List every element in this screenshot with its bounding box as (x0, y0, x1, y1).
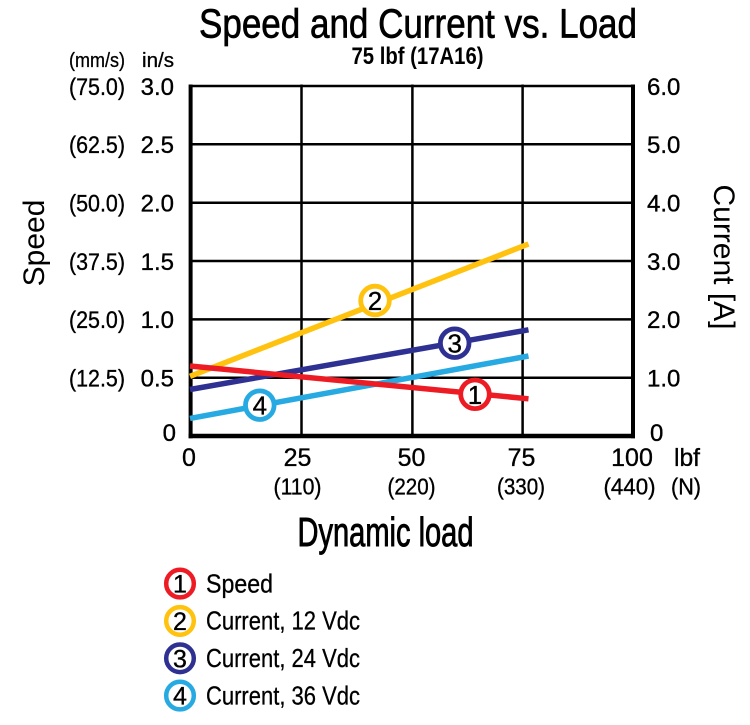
svg-text:1: 1 (468, 380, 482, 410)
svg-text:3.0: 3.0 (647, 249, 680, 276)
svg-text:1.0: 1.0 (141, 307, 174, 334)
svg-text:(25.0): (25.0) (69, 307, 125, 334)
svg-text:Current, 36 Vdc: Current, 36 Vdc (206, 680, 360, 710)
svg-text:1: 1 (173, 571, 187, 599)
svg-text:1.5: 1.5 (141, 249, 174, 276)
svg-text:2.5: 2.5 (141, 132, 174, 159)
svg-text:in/s: in/s (142, 50, 174, 72)
svg-text:Speed and Current vs. Load: Speed and Current vs. Load (199, 1, 637, 47)
svg-text:(mm/s): (mm/s) (69, 50, 125, 72)
svg-text:(440): (440) (604, 474, 656, 500)
svg-text:0.5: 0.5 (141, 366, 174, 393)
svg-text:(N): (N) (671, 474, 701, 500)
svg-text:(50.0): (50.0) (69, 191, 125, 218)
svg-text:6.0: 6.0 (647, 74, 680, 101)
svg-text:100: 100 (611, 444, 653, 472)
svg-text:Speed: Speed (206, 568, 273, 598)
svg-text:4: 4 (173, 683, 187, 711)
svg-text:3: 3 (173, 645, 187, 673)
svg-text:Current, 12 Vdc: Current, 12 Vdc (206, 606, 360, 636)
svg-text:25: 25 (284, 444, 312, 472)
svg-text:Speed: Speed (18, 200, 51, 287)
svg-text:50: 50 (398, 444, 426, 472)
svg-text:2: 2 (368, 286, 382, 316)
svg-text:1.0: 1.0 (647, 366, 680, 393)
svg-text:0: 0 (650, 420, 663, 447)
svg-text:(220): (220) (388, 474, 436, 500)
svg-text:(12.5): (12.5) (69, 366, 125, 393)
svg-text:(110): (110) (274, 474, 322, 500)
svg-text:2: 2 (173, 608, 187, 636)
svg-text:Current, 24 Vdc: Current, 24 Vdc (206, 643, 360, 673)
svg-text:(75.0): (75.0) (69, 74, 125, 101)
svg-text:2.0: 2.0 (141, 191, 174, 218)
svg-text:0: 0 (182, 444, 196, 472)
svg-text:(62.5): (62.5) (69, 132, 125, 159)
svg-text:4: 4 (253, 391, 267, 421)
svg-text:Current [A]: Current [A] (707, 184, 740, 329)
svg-text:0: 0 (163, 420, 176, 447)
svg-text:Dynamic load: Dynamic load (298, 509, 474, 555)
svg-text:75: 75 (508, 444, 536, 472)
svg-text:75 lbf (17A16): 75 lbf (17A16) (352, 43, 484, 70)
svg-text:5.0: 5.0 (647, 132, 680, 159)
svg-text:2.0: 2.0 (647, 307, 680, 334)
svg-text:(330): (330) (497, 474, 545, 500)
svg-text:(37.5): (37.5) (69, 249, 125, 276)
svg-text:4.0: 4.0 (647, 191, 680, 218)
svg-text:3: 3 (447, 329, 461, 359)
svg-text:lbf: lbf (674, 444, 700, 472)
svg-text:3.0: 3.0 (141, 74, 174, 101)
